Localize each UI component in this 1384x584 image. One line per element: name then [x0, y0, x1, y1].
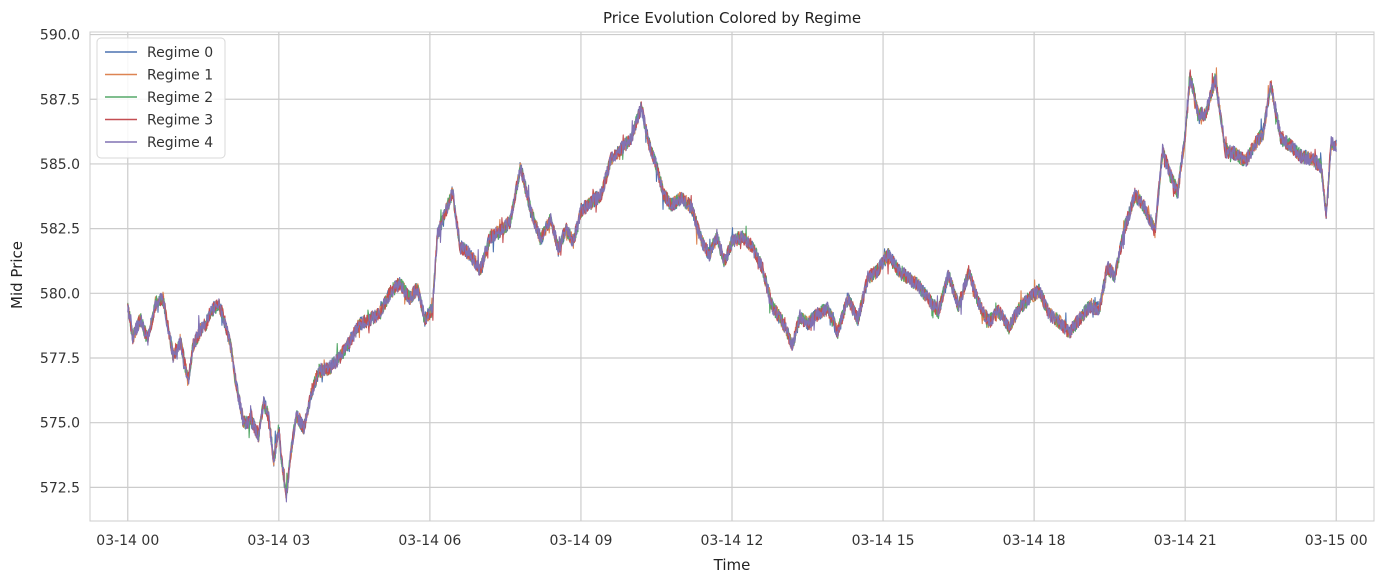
plot-frame	[89, 31, 1375, 522]
chart-title: Price Evolution Colored by Regime	[603, 9, 861, 27]
legend-label: Regime 2	[147, 90, 213, 106]
y-axis-title: Mid Price	[8, 241, 26, 309]
legend: Regime 0 Regime 1 Regime 2 Regime 3 Regime 4	[96, 37, 226, 159]
y-tick-label: 572.5	[40, 480, 80, 496]
y-tick-label: 587.5	[40, 92, 80, 108]
y-tick-label: 582.5	[40, 222, 80, 238]
series-line-regime-4	[127, 75, 1337, 503]
legend-label: Regime 1	[147, 68, 213, 84]
legend-label: Regime 4	[147, 135, 213, 151]
legend-box	[96, 37, 226, 159]
x-tick-label: 03-14 15	[852, 533, 915, 549]
y-tick-label: 585.0	[40, 157, 80, 173]
y-tick-label: 580.0	[40, 286, 80, 302]
series-lines	[127, 67, 1337, 503]
x-tick-label: 03-14 06	[398, 533, 461, 549]
y-axis-ticks: 572.5 575.0 577.5 580.0 582.5 585.0 587.5 590.0	[40, 28, 80, 497]
x-tick-label: 03-14 00	[96, 533, 159, 549]
y-tick-label: 577.5	[40, 351, 80, 367]
x-tick-label: 03-14 09	[549, 533, 612, 549]
y-tick-label: 575.0	[40, 416, 80, 432]
legend-label: Regime 3	[147, 113, 213, 129]
legend-label: Regime 0	[147, 45, 213, 61]
y-tick-label: 590.0	[40, 28, 80, 44]
x-axis-ticks: 03-14 00 03-14 03 03-14 06 03-14 09 03-14 12…	[96, 533, 1367, 549]
x-axis-title: Time	[713, 556, 751, 574]
x-tick-label: 03-15 00	[1305, 533, 1368, 549]
x-tick-label: 03-14 12	[701, 533, 764, 549]
x-tick-label: 03-14 18	[1003, 533, 1066, 549]
x-tick-label: 03-14 03	[247, 533, 310, 549]
x-tick-label: 03-14 21	[1154, 533, 1217, 549]
